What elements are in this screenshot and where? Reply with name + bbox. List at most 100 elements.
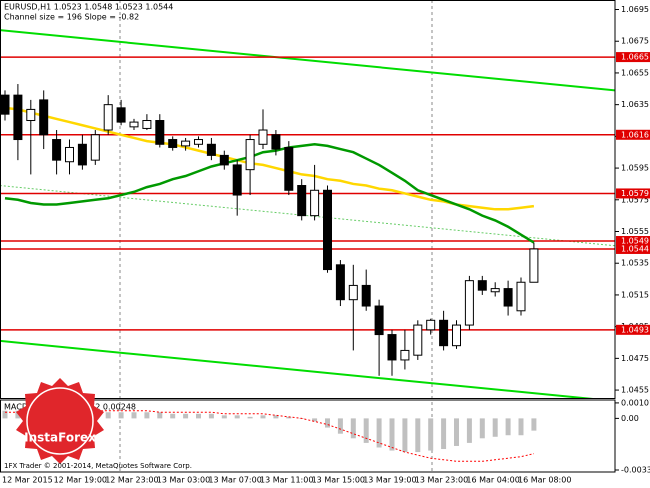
macd-bar (234, 415, 240, 419)
macd-bar (183, 413, 189, 419)
y-tick-label: 1.0475 (621, 354, 649, 363)
candle-body (323, 189, 332, 271)
candle-body (426, 319, 436, 331)
candle-body (374, 305, 384, 336)
candle-body (206, 143, 216, 156)
x-tick-label: 13 Mar 07:00 (208, 476, 261, 485)
macd-bar (144, 412, 150, 419)
candle-body (271, 134, 281, 150)
y-tick-label: -0.00337 (621, 466, 650, 475)
macd-bar (402, 418, 408, 453)
candle-body (413, 324, 423, 356)
axes: 1.06951.06751.06551.06351.06151.05951.05… (2, 5, 650, 485)
watermark-logo: InstaForex (16, 378, 104, 464)
macd-bar (221, 415, 227, 419)
x-tick-label: 16 Mar 04:00 (466, 476, 519, 485)
chart-title: EURUSD,H1 1.0523 1.0548 1.0523 1.0544 (4, 3, 173, 12)
candle-body (0, 94, 10, 115)
macd-bar (337, 418, 343, 434)
candle-body (503, 288, 513, 307)
candle-body (26, 108, 36, 122)
candle-body (219, 154, 229, 166)
level-label-box (616, 129, 650, 140)
candle-body (65, 146, 74, 163)
level-label: 1.0665 (621, 53, 649, 62)
macd-bar (518, 418, 524, 436)
candle-body (387, 334, 397, 361)
y-tick-label: 1.0555 (621, 227, 649, 236)
logo-text: InstaForex (24, 431, 96, 445)
macd-bar (247, 416, 253, 419)
x-tick-label: 12 Mar 2015 (2, 476, 53, 485)
level-label: 1.0549 (621, 237, 649, 246)
macd-bar (2, 410, 8, 419)
candle-body (297, 185, 307, 217)
candle-body (168, 139, 178, 148)
trend-line (0, 29, 615, 92)
macd-bar (131, 412, 137, 419)
y-tick-label: 1.0675 (621, 37, 649, 46)
candle-body (516, 281, 526, 312)
moving-average (4, 143, 535, 244)
candle-body (477, 280, 487, 291)
x-tick-label: 12 Mar 19:00 (54, 476, 107, 485)
candle-body (90, 134, 100, 161)
candle-body (129, 121, 139, 128)
y-tick-label: 1.0515 (621, 290, 649, 299)
candle-body (13, 94, 23, 141)
main-frame (0, 0, 616, 399)
candle-body (258, 129, 268, 145)
candle-body (155, 120, 165, 145)
candle-body (439, 319, 449, 347)
level-label-box (616, 52, 650, 63)
logo-seal (16, 378, 104, 464)
candle-body (52, 139, 62, 161)
level-label: 1.0616 (621, 130, 649, 139)
chart-subtitle: Channel size = 196 Slope = -0.82 (4, 13, 139, 22)
x-tick-label: 12 Mar 23:00 (105, 476, 158, 485)
level-label: 1.0579 (621, 189, 649, 198)
trend-line (0, 339, 594, 398)
level-label-box (616, 324, 650, 335)
candle-body (181, 140, 191, 147)
x-tick-label: 13 Mar 03:00 (157, 476, 210, 485)
macd-bar (105, 412, 111, 419)
macd-bar (157, 412, 163, 419)
macd-bar (196, 413, 201, 419)
macd-bar (118, 412, 124, 419)
candle-body (39, 99, 49, 136)
main-plot (0, 29, 615, 398)
macd-bar (492, 418, 498, 437)
level-label: 1.0493 (621, 325, 649, 334)
candle-body (77, 143, 87, 166)
y-tick-label: 1.0595 (621, 164, 649, 173)
macd-bar (376, 418, 382, 448)
candle-body (529, 248, 539, 283)
candle-body (464, 280, 474, 326)
y-tick-label: 1.0455 (621, 386, 649, 395)
candle-body (232, 164, 242, 196)
candle-body (400, 349, 410, 361)
macd-bar (415, 418, 421, 453)
level-label: 1.0544 (621, 244, 649, 253)
macd-bar (479, 418, 485, 439)
x-tick-label: 13 Mar 23:00 (415, 476, 468, 485)
macd-bar (208, 413, 214, 419)
level-label-box (616, 243, 650, 254)
candle-body (452, 324, 461, 347)
candle-body (490, 288, 500, 293)
y-tick-label: 1.0535 (621, 259, 649, 268)
x-tick-label: 13 Mar 19:00 (363, 476, 416, 485)
macd-frame (0, 399, 616, 473)
macd-bar (363, 418, 369, 443)
candle-body (310, 189, 320, 217)
macd-bar (389, 418, 395, 451)
y-tick-label: 0.00 (621, 414, 639, 423)
y-tick-label: 1.0575 (621, 195, 649, 204)
y-tick-label: 1.0655 (621, 68, 649, 77)
y-tick-label: 1.0635 (621, 100, 649, 109)
trend-line (0, 185, 615, 247)
macd-bar (466, 418, 472, 443)
candle-body (284, 146, 294, 191)
